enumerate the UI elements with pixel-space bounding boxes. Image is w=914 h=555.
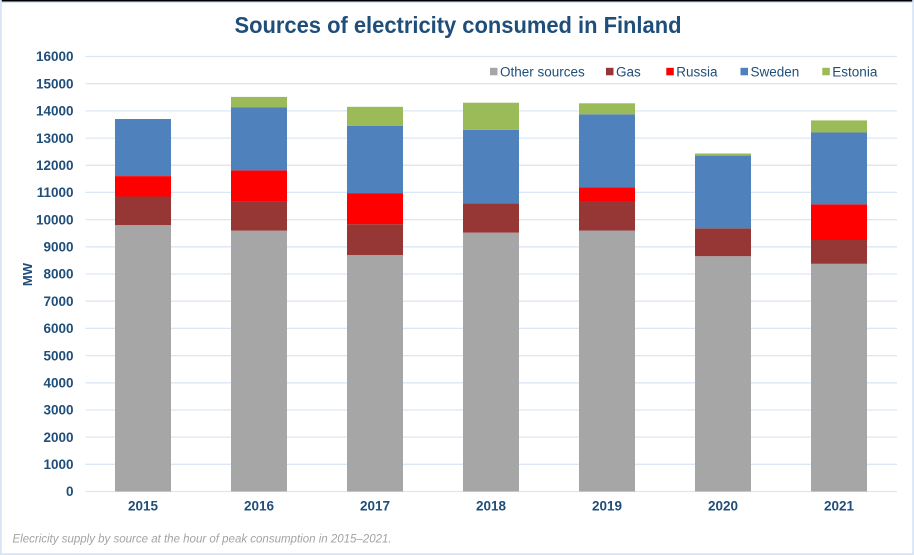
svg-text:Gas: Gas bbox=[616, 65, 641, 80]
svg-text:Estonia: Estonia bbox=[832, 65, 878, 80]
svg-text:2015: 2015 bbox=[128, 499, 159, 514]
svg-text:MW: MW bbox=[20, 262, 35, 286]
svg-text:2019: 2019 bbox=[592, 499, 622, 514]
svg-text:1000: 1000 bbox=[43, 457, 73, 472]
svg-text:Sources of electricity consume: Sources of electricity consumed in Finla… bbox=[235, 12, 682, 38]
svg-text:3000: 3000 bbox=[43, 403, 73, 418]
svg-text:6000: 6000 bbox=[43, 321, 73, 336]
svg-text:Sweden: Sweden bbox=[751, 65, 800, 80]
svg-text:14000: 14000 bbox=[36, 104, 74, 119]
svg-text:2020: 2020 bbox=[708, 499, 738, 514]
svg-text:Other sources: Other sources bbox=[500, 65, 585, 80]
svg-text:2021: 2021 bbox=[824, 499, 855, 514]
svg-text:10000: 10000 bbox=[36, 212, 74, 227]
svg-text:2018: 2018 bbox=[476, 499, 507, 514]
svg-text:13000: 13000 bbox=[36, 131, 74, 146]
svg-text:Russia: Russia bbox=[676, 65, 718, 80]
svg-text:2000: 2000 bbox=[43, 430, 73, 445]
svg-text:5000: 5000 bbox=[43, 348, 73, 363]
svg-text:16000: 16000 bbox=[36, 49, 74, 64]
svg-text:0: 0 bbox=[66, 484, 74, 499]
svg-text:8000: 8000 bbox=[43, 267, 73, 282]
svg-text:4000: 4000 bbox=[43, 376, 73, 391]
svg-text:2017: 2017 bbox=[360, 499, 390, 514]
svg-text:2016: 2016 bbox=[244, 499, 275, 514]
svg-text:11000: 11000 bbox=[37, 185, 74, 200]
svg-text:Elecricity supply by source at: Elecricity supply by source at the hour … bbox=[13, 534, 392, 546]
svg-text:15000: 15000 bbox=[36, 76, 74, 91]
svg-text:12000: 12000 bbox=[36, 158, 74, 173]
svg-text:9000: 9000 bbox=[43, 240, 73, 255]
svg-text:7000: 7000 bbox=[43, 294, 73, 309]
